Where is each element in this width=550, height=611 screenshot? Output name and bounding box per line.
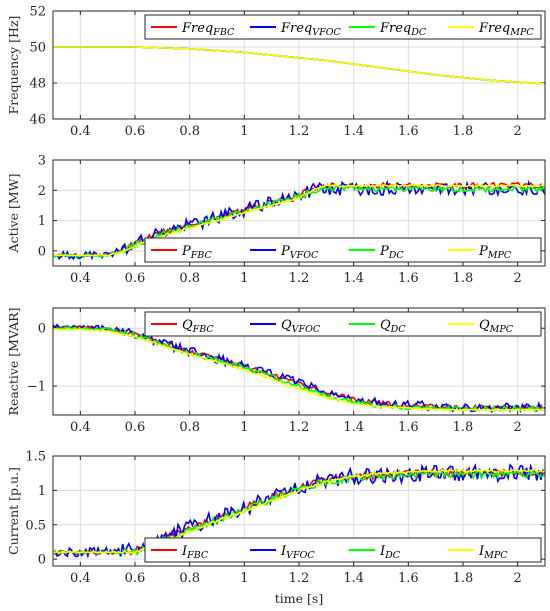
x-tick-label: 1.4 xyxy=(343,271,364,286)
legend-box xyxy=(144,537,542,563)
x-tick-label: 1.8 xyxy=(453,124,474,139)
legend-entry-dc: PDC xyxy=(379,244,404,261)
legend-entry-dc: IDC xyxy=(379,544,401,561)
x-tick-label: 0.4 xyxy=(70,271,91,286)
y-tick-label: 0 xyxy=(38,322,46,337)
x-tick-label: 1 xyxy=(240,420,248,435)
legend-entry-vfoc: PVFOC xyxy=(280,244,319,261)
legend: FreqFBC FreqVFOC FreqDC FreqMPC xyxy=(144,14,542,40)
x-tick-label: 1.6 xyxy=(398,124,419,139)
y-tick-label: 1 xyxy=(38,214,46,229)
y-axis-label: Current [p.u.] xyxy=(6,467,21,555)
x-tick-label: 1.2 xyxy=(289,571,310,586)
legend: QFBC QVFOC QDC QMPC xyxy=(144,311,542,337)
x-tick-label: 1.8 xyxy=(453,420,474,435)
x-tick-label: 1.4 xyxy=(343,571,364,586)
series-line-mpc xyxy=(53,46,545,85)
y-tick-label: 48 xyxy=(29,77,46,92)
subplot-2: 0.4 0.6 0.8 1 1.2 1.4 1.6 1.8 2 0 1 2 3 Active [MW] PF… xyxy=(6,154,546,286)
legend-box xyxy=(144,237,542,263)
series-line-vfoc xyxy=(53,323,545,414)
x-tick-label: 1 xyxy=(240,571,248,586)
series-line-mpc xyxy=(53,468,545,555)
x-tick-label: 0.4 xyxy=(70,420,91,435)
x-tick-label: 1.8 xyxy=(453,571,474,586)
y-tick-label: −1 xyxy=(27,380,46,395)
series-line-dc xyxy=(53,183,545,259)
legend-entry-vfoc: IVFOC xyxy=(280,544,315,561)
y-axis-label: Reactive [MVAR] xyxy=(6,308,21,416)
x-tick-label: 0.6 xyxy=(125,420,146,435)
legend-entry-fbc: PFBC xyxy=(181,244,212,261)
x-tick-label: 1.8 xyxy=(453,271,474,286)
x-tick-label: 2 xyxy=(514,271,522,286)
y-tick-label: 0 xyxy=(38,244,46,259)
x-tick-label: 2 xyxy=(514,571,522,586)
axes-frame xyxy=(52,455,546,567)
axes-frame xyxy=(52,10,546,120)
y-tick-label: 1.5 xyxy=(25,450,46,465)
x-tick-label: 1.2 xyxy=(289,420,310,435)
axes-frame xyxy=(52,307,546,416)
x-tick-label: 0.6 xyxy=(125,124,146,139)
legend-entry-mpc: PMPC xyxy=(478,244,512,261)
x-tick-label: 1 xyxy=(240,271,248,286)
x-tick-label: 1.6 xyxy=(398,271,419,286)
x-tick-label: 0.8 xyxy=(179,124,200,139)
x-tick-label: 1.2 xyxy=(289,271,310,286)
y-axis-label: Active [MW] xyxy=(6,174,21,254)
y-tick-label: 0 xyxy=(38,553,46,568)
y-tick-label: 0.5 xyxy=(25,518,46,533)
y-tick-label: 3 xyxy=(38,154,46,169)
x-tick-label: 0.4 xyxy=(70,124,91,139)
x-tick-label: 0.8 xyxy=(179,271,200,286)
subplot-4: 0.4 0.6 0.8 1 1.2 1.4 1.6 1.8 2 0 0.5 1 1.5 Current [… xyxy=(6,450,546,606)
legend-entry-fbc: IFBC xyxy=(181,544,209,561)
legend-box xyxy=(144,14,542,40)
x-tick-label: 0.6 xyxy=(125,571,146,586)
legend-entry-mpc: QMPC xyxy=(479,318,514,335)
subplot-3: 0.4 0.6 0.8 1 1.2 1.4 1.6 1.8 2 −1 0 Reactive [MVAR… xyxy=(6,307,546,435)
legend-box xyxy=(144,311,542,337)
series-line-mpc xyxy=(53,328,545,412)
x-tick-label: 0.8 xyxy=(179,571,200,586)
series-line-dc xyxy=(53,469,545,556)
y-tick-label: 1 xyxy=(38,484,46,499)
x-tick-label: 1.4 xyxy=(343,420,364,435)
legend-entry-mpc: FreqMPC xyxy=(478,21,534,38)
x-tick-label: 1.6 xyxy=(398,420,419,435)
legend-entry-mpc: IMPC xyxy=(478,544,508,561)
legend-entry-dc: FreqDC xyxy=(379,21,427,38)
x-tick-label: 2 xyxy=(514,420,522,435)
x-tick-label: 1.2 xyxy=(289,124,310,139)
y-tick-label: 50 xyxy=(29,41,46,56)
legend-entry-vfoc: QVFOC xyxy=(281,318,321,335)
y-axis-label: Frequency [Hz] xyxy=(6,16,21,115)
axes-frame xyxy=(52,159,546,267)
legend-entry-vfoc: FreqVFOC xyxy=(280,21,341,38)
x-axis-label: time [s] xyxy=(275,591,323,606)
series-line-mpc xyxy=(53,183,545,257)
legend: PFBC PVFOC PDC PMPC xyxy=(144,237,542,263)
subplot-1: 0.4 0.6 0.8 1 1.2 1.4 1.6 1.8 2 46 48 50 52 Frequency… xyxy=(6,5,546,139)
x-tick-label: 0.4 xyxy=(70,571,91,586)
x-tick-label: 1.6 xyxy=(398,571,419,586)
y-tick-label: 2 xyxy=(38,184,46,199)
x-tick-label: 2 xyxy=(514,124,522,139)
y-tick-label: 46 xyxy=(29,113,46,128)
x-tick-label: 0.8 xyxy=(179,420,200,435)
legend: IFBC IVFOC IDC IMPC xyxy=(144,537,542,563)
x-tick-label: 1.4 xyxy=(343,124,364,139)
legend-entry-dc: QDC xyxy=(380,318,406,335)
x-tick-label: 1 xyxy=(240,124,248,139)
legend-entry-fbc: QFBC xyxy=(182,318,214,335)
y-tick-label: 52 xyxy=(29,5,46,20)
legend-entry-fbc: FreqFBC xyxy=(181,21,235,38)
x-tick-label: 0.6 xyxy=(125,271,146,286)
